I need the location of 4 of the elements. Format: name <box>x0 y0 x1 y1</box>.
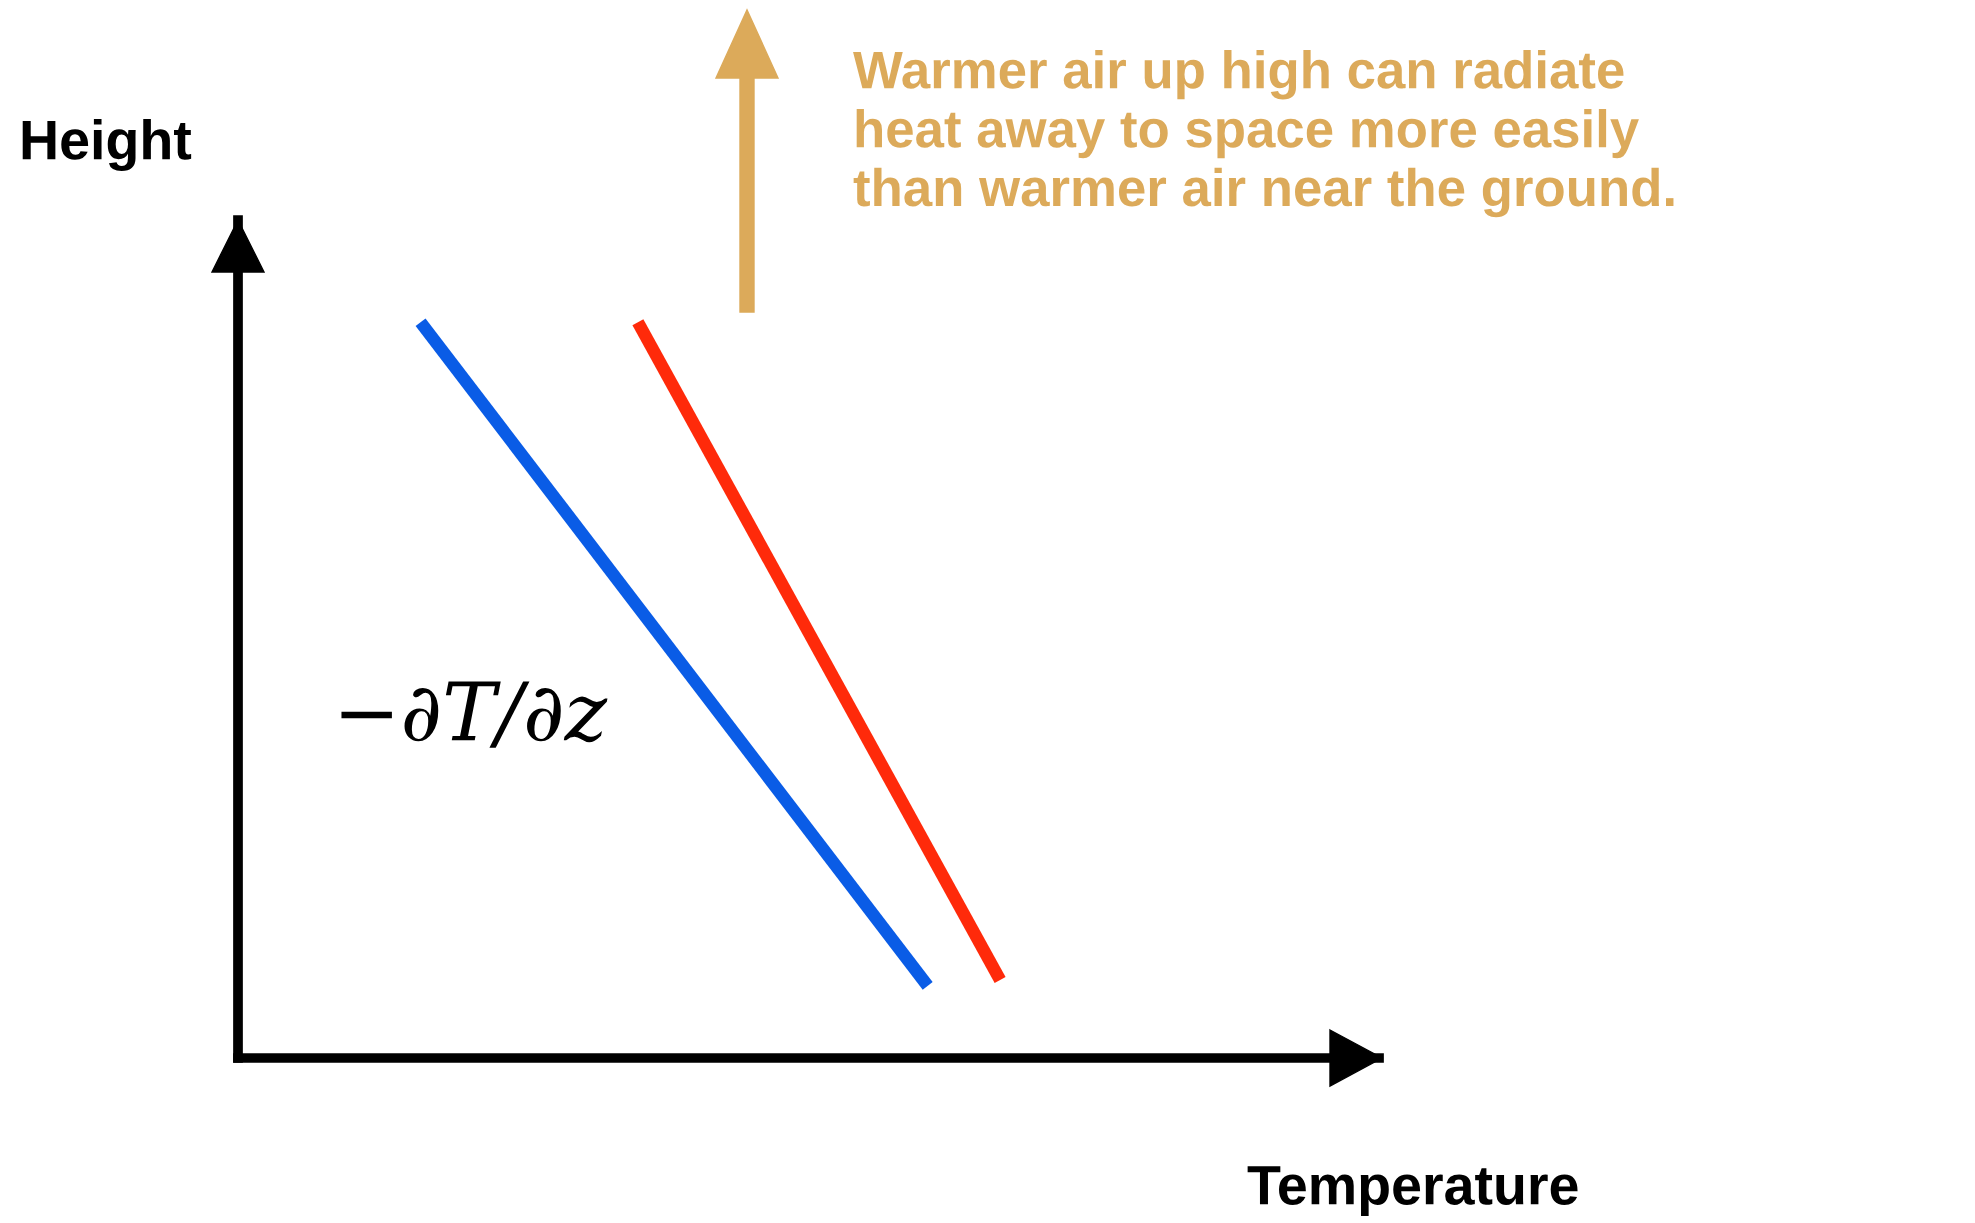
text: Warmer air up high can radiate heat away to space more easily than warmer air near the ground. <box>853 50 1674 218</box>
annotation: −∂T/∂z <box>341 681 608 748</box>
y-axis-title: Height <box>22 118 192 172</box>
x-axis-title: Temperature <box>1247 1166 1578 1216</box>
